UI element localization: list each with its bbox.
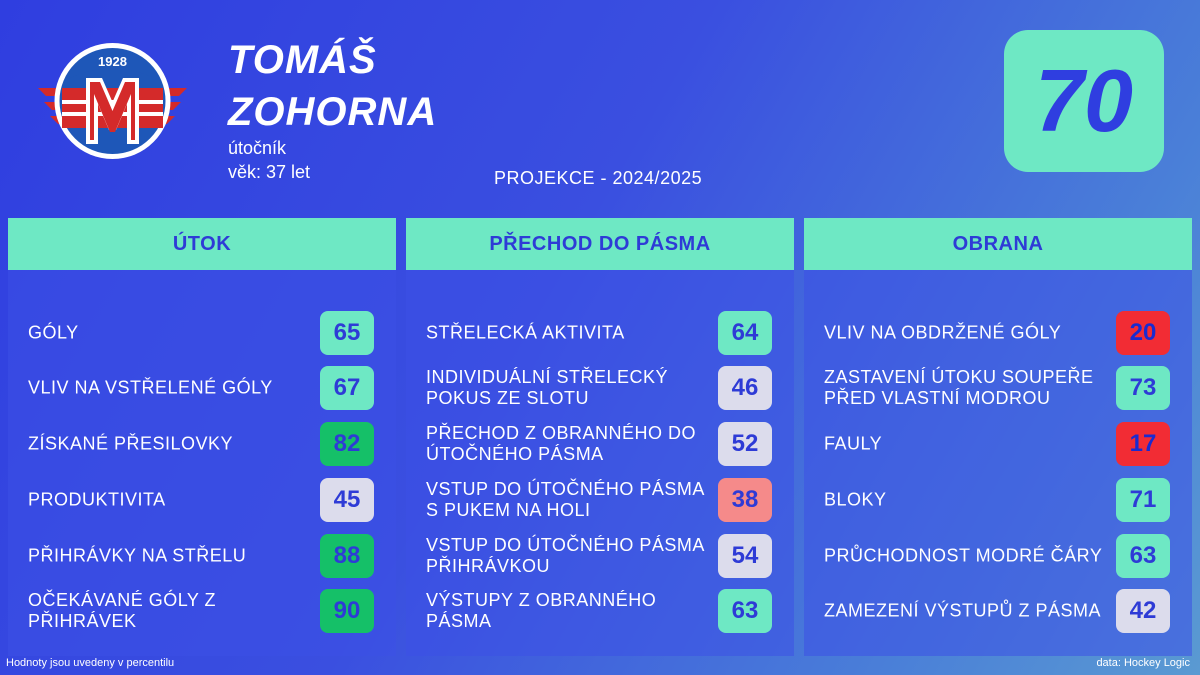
stat-row: OČEKÁVANÉ GÓLY Z PŘIHRÁVEK 90 (8, 588, 396, 634)
footer-source: data: Hockey Logic (1096, 657, 1190, 669)
stat-row: VLIV NA OBDRŽENÉ GÓLY 20 (804, 310, 1192, 356)
stat-row: GÓLY 65 (8, 310, 396, 356)
footer-note: Hodnoty jsou uvedeny v percentilu (6, 657, 175, 669)
stat-row: BLOKY 71 (804, 477, 1192, 523)
stat-label: PŘECHOD Z OBRANNÉHO DO ÚTOČNÉHO PÁSMA (426, 423, 697, 464)
stat-value-badge: 20 (1116, 311, 1170, 355)
stat-row: VLIV NA VSTŘELENÉ GÓLY 67 (8, 365, 396, 411)
stat-row: FAULY 17 (804, 421, 1192, 467)
stat-value-badge: 67 (320, 366, 374, 410)
stat-label: VSTUP DO ÚTOČNÉHO PÁSMA S PUKEM NA HOLI (426, 479, 704, 520)
stat-value-badge: 65 (320, 311, 374, 355)
player-first-name: Tomáš (228, 38, 377, 82)
stat-row: PRŮCHODNOST MODRÉ ČÁRY 63 (804, 533, 1192, 579)
overall-rating-box: 70 (1004, 30, 1164, 172)
stat-value-badge: 38 (718, 478, 772, 522)
panel-obrana: OBRANA VLIV NA OBDRŽENÉ GÓLY 20 ZASTAVENÍ … (804, 218, 1192, 656)
player-position: útočník (228, 138, 287, 158)
stat-row: VÝSTUPY Z OBRANNÉHO PÁSMA 63 (406, 588, 794, 634)
stat-label: ZÍSKANÉ PŘESILOVKY (28, 433, 234, 454)
panel-prechod: PŘECHOD DO PÁSMA STŘELECKÁ AKTIVITA 64 IND… (406, 218, 794, 656)
stat-label: ZAMEZENÍ VÝSTUPŮ Z PÁSMA (824, 600, 1102, 621)
player-age: věk: 37 let (228, 162, 311, 182)
stat-row: ZASTAVENÍ ÚTOKU SOUPEŘE PŘED VLASTNÍ MOD… (804, 365, 1192, 411)
team-logo: 1928 (30, 36, 195, 166)
stat-label: INDIVIDUÁLNÍ STŘELECKÝ POKUS ZE SLOTU (426, 367, 669, 408)
stat-label: PŘIHRÁVKY NA STŘELU (28, 545, 247, 566)
stat-label: VLIV NA OBDRŽENÉ GÓLY (824, 322, 1062, 343)
stat-value-badge: 88 (320, 534, 374, 578)
stat-value-badge: 90 (320, 589, 374, 633)
player-last-name: Zohorna (228, 90, 438, 134)
stat-value-badge: 63 (718, 589, 772, 633)
stat-row: INDIVIDUÁLNÍ STŘELECKÝ POKUS ZE SLOTU 46 (406, 365, 794, 411)
stat-label: VSTUP DO ÚTOČNÉHO PÁSMA PŘIHRÁVKOU (426, 535, 704, 576)
stat-value-badge: 54 (718, 534, 772, 578)
stat-label: STŘELECKÁ AKTIVITA (426, 322, 625, 343)
stat-label: PRODUKTIVITA (28, 489, 166, 510)
stat-value-badge: 82 (320, 422, 374, 466)
logo-year: 1928 (98, 54, 127, 69)
stat-row: PŘECHOD Z OBRANNÉHO DO ÚTOČNÉHO PÁSMA 52 (406, 421, 794, 467)
panel-title: PŘECHOD DO PÁSMA (406, 218, 794, 270)
stat-label: FAULY (824, 433, 883, 454)
stat-value-badge: 42 (1116, 589, 1170, 633)
panel-utok: ÚTOK GÓLY 65 VLIV NA VSTŘELENÉ GÓLY 67 ZÍSKA… (8, 218, 396, 656)
overall-rating: 70 (1035, 51, 1133, 150)
stat-row: ZAMEZENÍ VÝSTUPŮ Z PÁSMA 42 (804, 588, 1192, 634)
stat-row: STŘELECKÁ AKTIVITA 64 (406, 310, 794, 356)
stat-label: GÓLY (28, 322, 79, 343)
stat-row: VSTUP DO ÚTOČNÉHO PÁSMA PŘIHRÁVKOU 54 (406, 533, 794, 579)
stat-value-badge: 73 (1116, 366, 1170, 410)
panel-title: ÚTOK (8, 218, 396, 270)
stat-label: ZASTAVENÍ ÚTOKU SOUPEŘE PŘED VLASTNÍ MOD… (824, 367, 1094, 408)
stat-row: PŘIHRÁVKY NA STŘELU 88 (8, 533, 396, 579)
stat-row: VSTUP DO ÚTOČNÉHO PÁSMA S PUKEM NA HOLI 3… (406, 477, 794, 523)
stat-label: VÝSTUPY Z OBRANNÉHO PÁSMA (426, 590, 657, 631)
stat-row: ZÍSKANÉ PŘESILOVKY 82 (8, 421, 396, 467)
player-name: Tomáš Zohorna (228, 34, 437, 138)
stat-value-badge: 64 (718, 311, 772, 355)
stat-value-badge: 71 (1116, 478, 1170, 522)
stat-label: VLIV NA VSTŘELENÉ GÓLY (28, 377, 273, 398)
stat-label: OČEKÁVANÉ GÓLY Z PŘIHRÁVEK (28, 590, 217, 631)
projection-label: PROJEKCE - 2024/2025 (494, 168, 703, 188)
stat-value-badge: 45 (320, 478, 374, 522)
stat-value-badge: 63 (1116, 534, 1170, 578)
stat-value-badge: 52 (718, 422, 772, 466)
panel-title: OBRANA (804, 218, 1192, 270)
stat-label: PRŮCHODNOST MODRÉ ČÁRY (824, 545, 1103, 566)
stat-label: BLOKY (824, 489, 887, 510)
stat-value-badge: 46 (718, 366, 772, 410)
stat-value-badge: 17 (1116, 422, 1170, 466)
stat-row: PRODUKTIVITA 45 (8, 477, 396, 523)
